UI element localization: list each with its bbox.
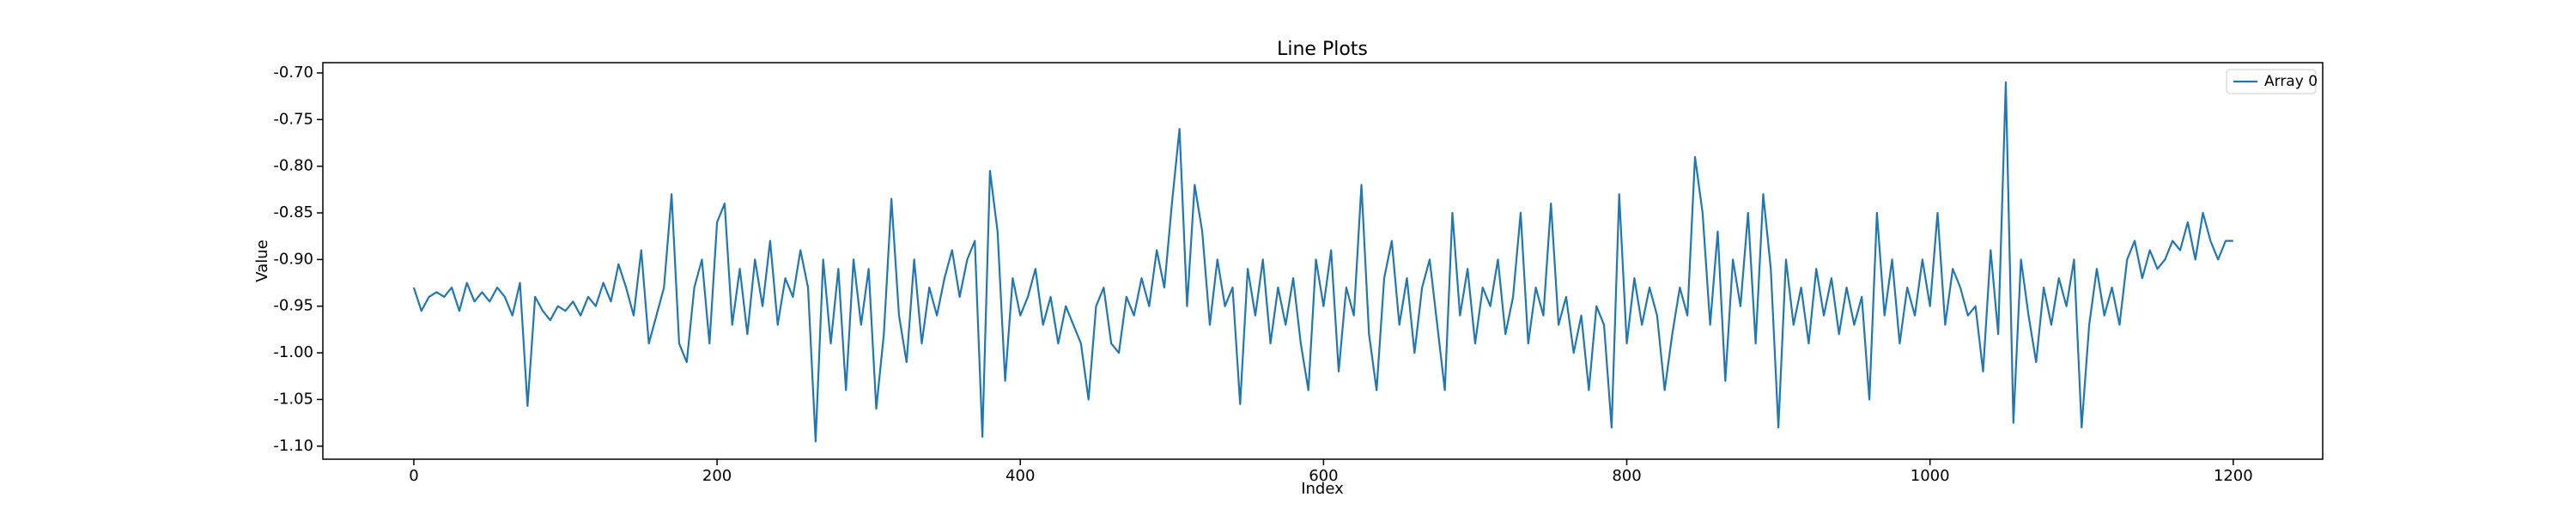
x-tick-label: 400	[1005, 467, 1035, 485]
x-tick-label: 1200	[2214, 467, 2253, 485]
x-tick-label: 600	[1309, 467, 1338, 485]
x-tick-label: 800	[1612, 467, 1641, 485]
y-tick-label: -0.85	[273, 203, 313, 221]
x-tick-label: 1000	[1911, 467, 1950, 485]
y-tick-label: -0.95	[273, 297, 313, 315]
y-tick-label: -0.70	[273, 64, 313, 82]
data-line	[412, 81, 2233, 443]
x-axis-label: Index	[1301, 480, 1344, 498]
y-tick-label: -0.80	[273, 157, 313, 175]
plot-frame	[322, 62, 2324, 460]
y-tick-label: -1.00	[273, 343, 313, 361]
x-tick-label: 200	[702, 467, 732, 485]
chart-title: Line Plots	[1277, 39, 1368, 60]
y-tick-label: -1.05	[273, 390, 313, 408]
legend-box	[2226, 69, 2317, 94]
y-tick-label: -1.10	[273, 437, 313, 455]
y-axis-label: Value	[253, 239, 271, 282]
legend-label: Array 0	[2264, 73, 2318, 90]
y-tick-label: -0.90	[273, 250, 313, 268]
x-tick-label: 0	[409, 467, 418, 485]
y-tick-label: -0.75	[273, 110, 313, 128]
